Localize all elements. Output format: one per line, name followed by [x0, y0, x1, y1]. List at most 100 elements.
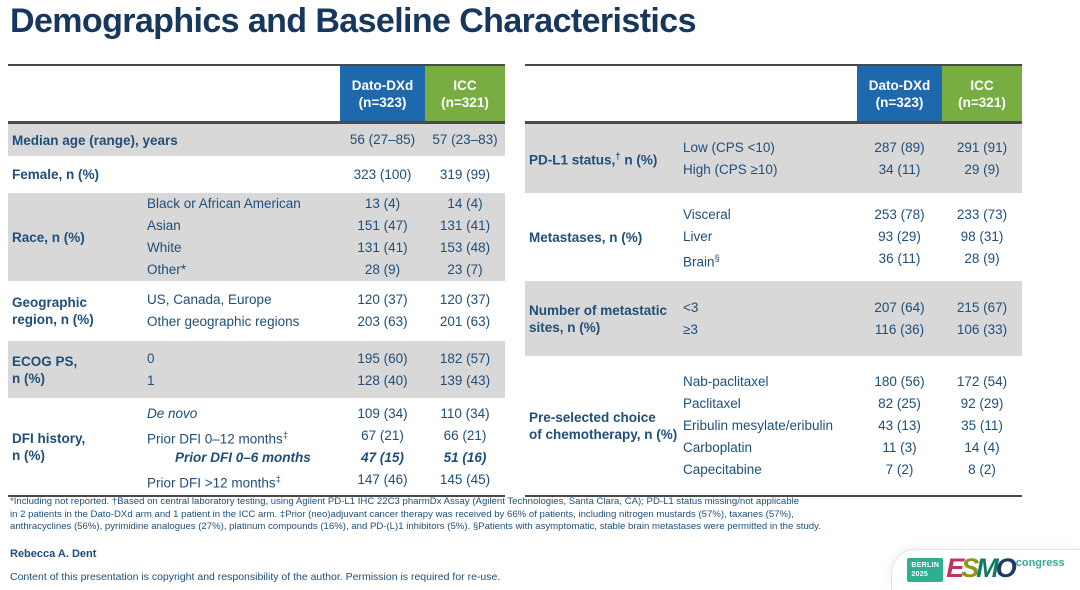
- table-row-dfi-history: DFI history, n (%) De novo Prior DFI 0–1…: [8, 398, 505, 495]
- congress-label: congress: [1015, 557, 1065, 569]
- value-cell: 323 (100): [353, 166, 412, 182]
- header-spacer: [8, 66, 340, 121]
- value-cell: 14 (4): [964, 439, 1000, 455]
- value-cell: 233 (73): [956, 207, 1008, 222]
- row-sublabel: 1: [147, 372, 155, 388]
- value-cell: 82 (25): [878, 395, 921, 411]
- row-label: Female, n (%): [12, 167, 100, 182]
- row-sublabel: Liver: [683, 229, 713, 244]
- value-cell: 28 (9): [964, 251, 1000, 266]
- row-sublabel: Other*: [147, 262, 187, 277]
- row-sublabel: Brain§: [683, 253, 720, 270]
- row-sublabel: High (CPS ≥10): [683, 161, 778, 177]
- value-cell: 172 (54): [956, 373, 1008, 389]
- value-cell: 13 (4): [364, 196, 401, 211]
- baseline-table-left: Dato-DXd (n=323) ICC (n=321) Median age …: [8, 64, 505, 497]
- row-label: Pre-selected choice of chemotherapy, n (…: [529, 409, 678, 442]
- row-sublabel: Nab-paclitaxel: [683, 373, 769, 389]
- table-header: Dato-DXd (n=323) ICC (n=321): [525, 64, 1022, 121]
- row-label: Geographic region, n (%): [12, 295, 94, 327]
- value-cell: 151 (47): [357, 218, 408, 233]
- arm-name: ICC: [453, 77, 477, 93]
- value-cell: 201 (63): [439, 314, 491, 329]
- value-cell: 34 (11): [878, 161, 921, 177]
- value-cell: 287 (89): [874, 139, 925, 155]
- row-sublabel: Visceral: [683, 207, 731, 222]
- value-cell: 57 (23–83): [432, 132, 498, 147]
- value-cell: 67 (21): [361, 427, 404, 443]
- table-body: PD-L1 status,† n (%) Low (CPS <10) High …: [525, 121, 1022, 497]
- value-cell: 291 (91): [956, 139, 1008, 155]
- row-label: Race, n (%): [12, 229, 85, 245]
- value-cell: 98 (31): [960, 229, 1004, 244]
- value-cell: 51 (16): [443, 449, 487, 465]
- arm-header-icc: ICC (n=321): [942, 66, 1022, 121]
- value-cell: 47 (15): [361, 449, 404, 465]
- value-cell: 66 (21): [443, 427, 487, 443]
- value-cell: 7 (2): [885, 461, 914, 477]
- table-row-ecog-ps: ECOG PS, n (%) 0 1 195 (60) 128 (40) 182…: [8, 341, 505, 398]
- footnote-line: anthracyclines (56%), pyrimidine analogu…: [10, 521, 821, 532]
- value-cell: 147 (46): [357, 471, 408, 487]
- row-label: DFI history, n (%): [12, 430, 86, 463]
- table-row-race: Race, n (%) Black or African American As…: [8, 193, 505, 281]
- value-cell: 106 (33): [956, 321, 1008, 337]
- arm-header-dato-dxd: Dato-DXd (n=323): [340, 66, 425, 121]
- table-row-chemotherapy-choice: Pre-selected choice of chemotherapy, n (…: [525, 356, 1022, 495]
- arm-name: Dato-DXd: [868, 77, 931, 93]
- value-cell: 203 (63): [357, 314, 408, 329]
- row-label: ECOG PS, n (%): [12, 353, 78, 386]
- arm-n: (n=321): [441, 94, 489, 110]
- author-name: Rebecca A. Dent: [10, 548, 97, 560]
- row-sublabel: White: [147, 240, 182, 255]
- row-sublabel: Other geographic regions: [147, 314, 300, 329]
- value-cell: 109 (34): [357, 405, 408, 421]
- row-sublabel: De novo: [147, 405, 198, 421]
- footnote-marker: §: [714, 253, 720, 264]
- row-sublabel: Asian: [147, 218, 181, 233]
- esmo-congress-logo: BERLIN 2025 ESMO congress: [907, 553, 1065, 584]
- value-cell: 180 (56): [874, 373, 925, 389]
- value-cell: 36 (11): [878, 251, 921, 266]
- table-row-geographic-region: Geographic region, n (%) US, Canada, Eur…: [8, 281, 505, 341]
- row-sublabel: ≥3: [683, 321, 698, 337]
- value-cell: 11 (3): [882, 439, 917, 455]
- value-cell: 35 (11): [961, 417, 1003, 433]
- row-sublabel: Paclitaxel: [683, 395, 741, 411]
- arm-name: ICC: [970, 77, 994, 93]
- row-sublabel: Prior DFI >12 months‡: [147, 473, 281, 491]
- row-sublabel: US, Canada, Europe: [147, 292, 272, 307]
- value-cell: 43 (13): [878, 417, 921, 433]
- value-cell: 28 (9): [364, 262, 401, 277]
- value-cell: 139 (43): [439, 372, 491, 388]
- table-row-metastases: Metastases, n (%) Visceral Liver Brain§ …: [525, 193, 1022, 281]
- value-cell: 131 (41): [357, 240, 408, 255]
- row-label: Number of metastatic sites, n (%): [529, 302, 668, 335]
- value-cell: 128 (40): [357, 372, 408, 388]
- arm-n: (n=321): [958, 94, 1006, 110]
- value-cell: 195 (60): [357, 350, 408, 366]
- value-cell: 110 (34): [440, 405, 490, 421]
- table-header: Dato-DXd (n=323) ICC (n=321): [8, 64, 505, 121]
- footnotes: *Including not reported. †Based on centr…: [10, 496, 1024, 534]
- berlin-2025-badge: BERLIN 2025: [907, 558, 944, 582]
- value-cell: 131 (41): [439, 218, 491, 233]
- value-cell: 14 (4): [447, 196, 483, 211]
- table-row-female: Female, n (%) 323 (100) 319 (99): [8, 156, 505, 193]
- value-cell: 319 (99): [439, 166, 491, 182]
- arm-n: (n=323): [358, 94, 407, 110]
- row-sublabel: Carboplatin: [683, 439, 753, 455]
- copyright-notice: Content of this presentation is copyrigh…: [10, 571, 501, 583]
- arm-name: Dato-DXd: [351, 77, 414, 93]
- value-cell: 215 (67): [956, 299, 1008, 315]
- value-cell: 8 (2): [968, 461, 996, 477]
- row-sublabel: 0: [147, 350, 155, 366]
- arm-header-dato-dxd: Dato-DXd (n=323): [857, 66, 942, 121]
- row-sublabel: Eribulin mesylate/eribulin: [683, 417, 834, 433]
- footnote-line: *Including not reported. †Based on centr…: [10, 496, 800, 507]
- row-sublabel: Prior DFI 0–12 months‡: [147, 429, 289, 447]
- footnote-marker: †: [615, 151, 621, 163]
- table-row-metastatic-sites: Number of metastatic sites, n (%) <3 ≥3 …: [525, 281, 1022, 356]
- footnote-line: in 2 patients in the Dato-DXd arm and 1 …: [10, 508, 794, 520]
- table-row-pdl1-status: PD-L1 status,† n (%) Low (CPS <10) High …: [525, 124, 1022, 193]
